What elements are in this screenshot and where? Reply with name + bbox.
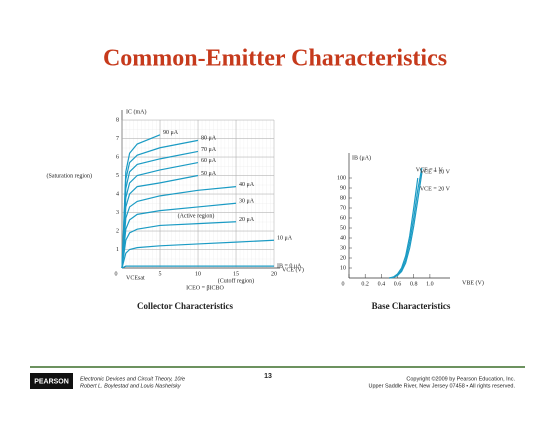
logo: PEARSON [34, 378, 69, 385]
x-tick-label: 5 [159, 271, 162, 277]
series-line [121, 186, 237, 269]
series-label: 40 μA [239, 182, 255, 188]
series-line [389, 172, 423, 279]
logo-box [30, 373, 73, 389]
y-tick-label: 5 [116, 173, 119, 179]
y-tick-label: 30 [340, 245, 346, 251]
series-line [121, 202, 237, 269]
y-tick-label: 20 [340, 255, 346, 261]
series-line [121, 174, 199, 269]
series-label: 30 μA [239, 199, 255, 205]
page-number: 13 [264, 373, 272, 380]
footer-authors: Robert L. Boylestad and Louis Nashelsky [80, 383, 182, 389]
series-label: VCE = 1 V [416, 167, 444, 173]
annotation: (Cutoff region) [218, 277, 254, 284]
series-label: 80 μA [201, 136, 217, 142]
series-label: VCE = 10 V [420, 169, 451, 175]
annotation: (Saturation region) [47, 172, 93, 179]
footer-copyright: Copyright ©2009 by Pearson Education, In… [406, 375, 515, 382]
y-tick-label: 10 [340, 265, 346, 271]
x-axis-label: VCE (V) [282, 266, 304, 273]
x-tick-label: 0.6 [394, 281, 402, 287]
y-tick-label: 80 [340, 195, 346, 201]
x-axis-label: VBE (V) [462, 279, 484, 286]
series-label: IB = 0 μA [277, 264, 302, 270]
series-line [121, 221, 237, 269]
y-tick-label: 7 [116, 136, 119, 142]
series-label: 20 μA [239, 217, 255, 223]
y-tick-label: 90 [340, 185, 346, 191]
chart-title: Base Characteristics [372, 301, 451, 311]
series-label: 50 μA [201, 171, 217, 177]
y-tick-label: 40 [340, 235, 346, 241]
y-tick-label: 70 [340, 205, 346, 211]
y-axis-label: IC (mA) [126, 108, 147, 115]
y-tick-label: 8 [116, 117, 119, 123]
slide-title: Common-Emitter Characteristics [103, 46, 447, 72]
chart-title: Collector Characteristics [137, 301, 234, 311]
series-label: 90 μA [163, 130, 179, 136]
x-tick-label: 0 [115, 271, 118, 277]
x-tick-label: 10 [195, 271, 201, 277]
y-tick-label: 60 [340, 215, 346, 221]
y-tick-label: 2 [116, 228, 119, 234]
x-tick-label: 0.2 [361, 281, 369, 287]
series-label: 10 μA [277, 236, 293, 242]
y-tick-label: 50 [340, 225, 346, 231]
footer-address: Upper Saddle River, New Jersey 07458 • A… [368, 383, 515, 389]
annotation: ICEO = βICBO [186, 285, 224, 291]
footer-book: Electronic Devices and Circuit Theory, 1… [80, 376, 185, 382]
y-axis-label: IB (μA) [352, 154, 371, 161]
series-label: 70 μA [201, 147, 217, 153]
series-label: VCE = 20 V [420, 186, 451, 192]
y-tick-label: 100 [337, 175, 346, 181]
y-tick-label: 4 [116, 191, 119, 197]
y-tick-label: 3 [116, 210, 119, 216]
annotation: (Active region) [178, 212, 215, 219]
y-tick-label: 1 [116, 247, 119, 253]
x-tick-label: 1.0 [426, 281, 434, 287]
x-tick-label: 15 [233, 271, 239, 277]
x-tick-label: 0.8 [410, 281, 418, 287]
series-line [121, 239, 275, 269]
annotation: VCEsat [126, 275, 145, 281]
x-tick-label: 0.4 [378, 281, 386, 287]
x-tick-label: 20 [271, 271, 277, 277]
y-tick-label: 6 [116, 154, 119, 160]
series-line [121, 265, 274, 269]
series-label: 60 μA [201, 158, 217, 164]
x-tick-label: 0 [342, 281, 345, 287]
